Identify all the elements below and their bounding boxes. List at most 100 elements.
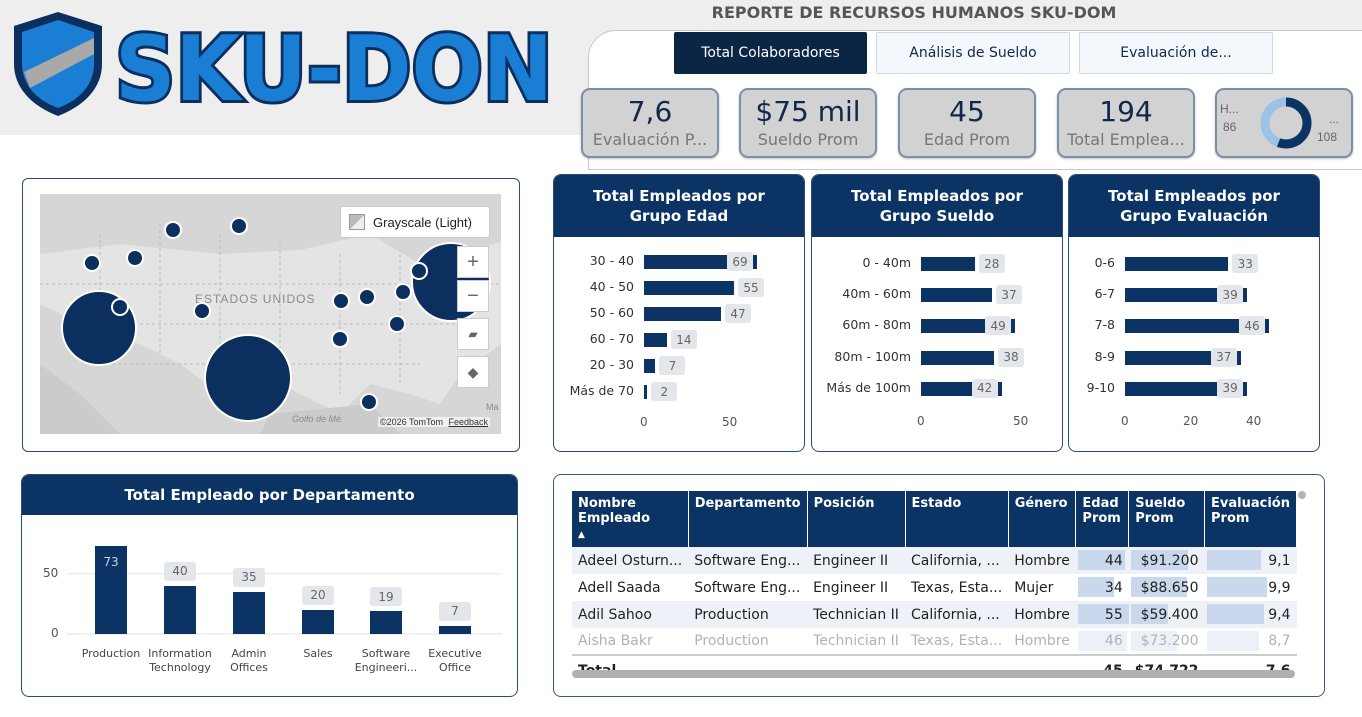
table-cell: California, ... xyxy=(905,547,1009,574)
bar[interactable] xyxy=(644,359,656,373)
cell-databar xyxy=(1077,550,1125,570)
map-bubble[interactable] xyxy=(388,315,406,333)
map-bubble[interactable] xyxy=(332,292,350,310)
map-bubble[interactable] xyxy=(126,249,144,267)
bar[interactable] xyxy=(644,307,721,321)
tab-analisis-sueldo[interactable]: Análisis de Sueldo xyxy=(876,32,1070,74)
category-label: Más de 100m xyxy=(826,379,911,395)
col-header[interactable]: Edad Prom xyxy=(1075,491,1130,547)
table-row[interactable]: Adeel Osturn... Software Eng... Engineer I… xyxy=(572,547,1297,574)
chart-title: Total Empleados por Grupo Edad xyxy=(554,175,804,237)
bar[interactable] xyxy=(1125,381,1248,396)
sort-asc-icon: ▲ xyxy=(578,530,585,540)
kpi-label: Evaluación P... xyxy=(592,130,708,149)
map-bubble-large[interactable] xyxy=(204,334,292,422)
table-cell: Adil Sahoo xyxy=(572,601,689,628)
map-edge-label: Ma xyxy=(486,402,499,412)
category-label: 40 - 50 xyxy=(589,279,634,294)
table-row[interactable]: Aisha Bakr Production Technician II Texas, … xyxy=(572,628,1297,655)
chart-title: Total Empleados por Grupo Sueldo xyxy=(812,175,1062,237)
horizontal-scrollbar[interactable] xyxy=(572,670,1295,678)
x-tick-label: 50 xyxy=(1013,414,1029,428)
tab-evaluacion[interactable]: Evaluación de... xyxy=(1079,32,1273,74)
bar[interactable] xyxy=(1125,257,1229,271)
table-cell: Texas, Esta... xyxy=(911,633,1003,649)
bar[interactable] xyxy=(644,385,648,399)
table-cell: Software Eng... xyxy=(694,579,801,596)
kpi-label: Sueldo Prom xyxy=(757,130,859,149)
bar[interactable] xyxy=(644,281,735,295)
bar[interactable] xyxy=(233,591,265,634)
cell-value: 55 xyxy=(1104,606,1123,623)
data-label: 46 xyxy=(1239,316,1265,336)
x-tick-label: 0 xyxy=(917,414,925,428)
category-label: 8-9 xyxy=(1094,348,1115,364)
bar[interactable] xyxy=(439,625,471,634)
employee-map[interactable]: ESTADOS UNIDOS Golfo de México Ma Graysc… xyxy=(40,194,501,434)
map-bubble[interactable] xyxy=(193,302,211,320)
category-label: 20 - 30 xyxy=(589,357,634,372)
cell-value: $88.650 xyxy=(1140,579,1199,596)
logo: SKU-DON xyxy=(10,8,556,125)
map-bubble[interactable] xyxy=(358,288,376,306)
cell-value: $73.200 xyxy=(1140,633,1199,649)
category-label: 6-7 xyxy=(1094,286,1115,302)
zoom-in-icon[interactable]: + xyxy=(457,246,489,278)
map-bubble[interactable] xyxy=(360,393,378,411)
map-bubble[interactable] xyxy=(410,262,428,280)
bar[interactable] xyxy=(921,288,993,303)
table-cell: 46 xyxy=(1076,628,1129,655)
col-header[interactable]: Estado xyxy=(905,491,1009,547)
col-header[interactable]: Género xyxy=(1008,491,1077,547)
table-row[interactable]: Adil Sahoo Production Technician II Califor… xyxy=(572,601,1297,628)
shield-icon xyxy=(14,12,102,116)
map-bubble[interactable] xyxy=(394,283,412,301)
category-label: 9-10 xyxy=(1086,379,1115,395)
tilt-icon[interactable]: ▰ xyxy=(457,318,489,350)
cell-databar xyxy=(1077,631,1127,651)
chart-card-edad: Total Empleados por Grupo Edad 30 - 40 69… xyxy=(553,174,805,452)
table-row[interactable]: Adell Saada Software Eng... Engineer II Tex… xyxy=(572,574,1297,601)
bar[interactable] xyxy=(921,257,975,271)
map-feedback-link[interactable]: Feedback xyxy=(448,417,489,427)
table-cell: Texas, Esta... xyxy=(911,579,1003,596)
bar[interactable] xyxy=(164,585,196,634)
map-bubble[interactable] xyxy=(164,221,182,239)
scroll-indicator[interactable] xyxy=(1298,491,1306,499)
bar[interactable] xyxy=(1125,319,1269,334)
bar[interactable] xyxy=(370,611,402,634)
bar[interactable] xyxy=(1125,288,1248,303)
donut-left-value: 86 xyxy=(1223,120,1237,134)
data-label: 37 xyxy=(1210,347,1237,367)
map-country-label: ESTADOS UNIDOS xyxy=(195,292,316,306)
bar[interactable] xyxy=(921,350,994,365)
chart-card-sueldo: Total Empleados por Grupo Sueldo 0 - 40m… xyxy=(811,174,1063,452)
map-style-selector[interactable]: Grayscale (Light) xyxy=(340,206,490,238)
table-cell: 9,1 xyxy=(1204,547,1297,574)
cell-value: 8,7 xyxy=(1268,633,1291,649)
tab-total-colaboradores[interactable]: Total Colaboradores xyxy=(674,32,867,74)
data-label: 55 xyxy=(738,278,765,297)
map-bubble[interactable] xyxy=(111,298,129,316)
col-header[interactable]: Departamento xyxy=(688,491,808,547)
bar[interactable] xyxy=(95,546,127,634)
category-label: 50 - 60 xyxy=(589,305,634,320)
col-header[interactable]: Posición xyxy=(807,491,906,547)
bar[interactable] xyxy=(644,333,667,347)
total-spacer xyxy=(688,654,1076,685)
compass-icon[interactable]: ◆ xyxy=(457,356,489,388)
col-header[interactable]: Nombre Empleado ▲ xyxy=(572,491,689,547)
gender-donut[interactable] xyxy=(1259,96,1313,150)
category-label: Sales xyxy=(303,647,333,660)
col-header[interactable]: Sueldo Prom xyxy=(1128,491,1205,547)
data-label: 42 xyxy=(971,378,998,398)
col-header[interactable]: Evaluación Prom xyxy=(1204,491,1297,547)
map-bubble[interactable] xyxy=(331,330,349,348)
data-label: 49 xyxy=(985,316,1012,336)
map-bubble[interactable] xyxy=(230,217,248,235)
zoom-out-icon[interactable]: − xyxy=(457,280,489,312)
map-bubble[interactable] xyxy=(83,254,101,272)
x-tick-label: 0 xyxy=(640,415,648,429)
table-cell: Production xyxy=(694,633,769,649)
bar[interactable] xyxy=(302,609,334,634)
